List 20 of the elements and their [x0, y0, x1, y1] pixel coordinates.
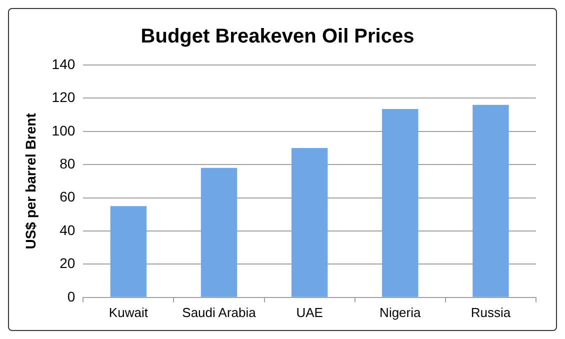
bar — [291, 148, 328, 297]
y-tick-label: 140 — [52, 56, 76, 72]
y-tick-label: 60 — [60, 188, 76, 205]
y-tick-label: 40 — [60, 222, 76, 238]
bar — [382, 108, 418, 297]
x-tick-label: Kuwait — [108, 304, 148, 320]
y-tick-label: 120 — [52, 89, 76, 106]
x-tick-label: Nigeria — [380, 304, 422, 320]
y-axis-title: US$ per barrel Brent — [22, 112, 38, 250]
y-tick-label: 0 — [67, 288, 76, 304]
y-tick-label: 80 — [60, 155, 76, 172]
y-tick-label: 20 — [60, 255, 76, 272]
bar — [200, 168, 238, 297]
x-tick-label: Saudi Arabia — [182, 304, 257, 320]
x-tick-label: UAE — [296, 304, 324, 320]
chart-title: Budget Breakeven Oil Prices — [140, 26, 414, 48]
x-tick-label: Russia — [470, 304, 512, 320]
bar — [472, 104, 509, 297]
bar — [110, 206, 147, 297]
y-tick-label: 100 — [52, 122, 76, 138]
